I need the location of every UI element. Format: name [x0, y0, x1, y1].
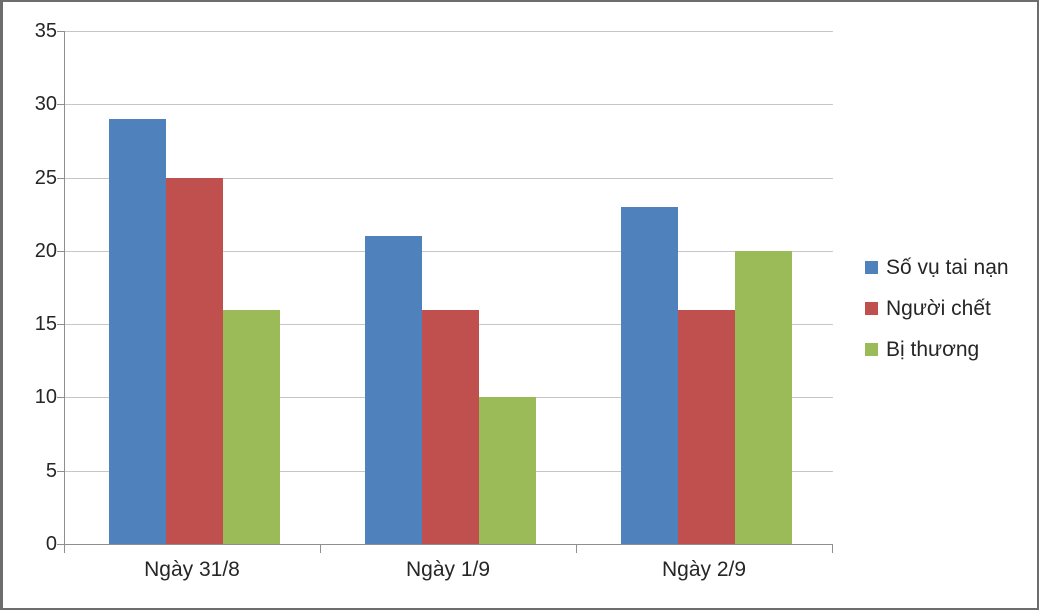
x-tick-mark: [832, 545, 833, 553]
y-tick-mark: [57, 544, 64, 545]
y-tick-label: 35: [34, 20, 57, 42]
bar: [735, 250, 792, 544]
bar: [223, 309, 280, 544]
gridline: [65, 31, 833, 32]
bar: [621, 206, 678, 544]
bar: [422, 309, 479, 544]
x-axis-label: Ngày 31/8: [144, 558, 240, 581]
legend-swatch-icon: [865, 261, 878, 274]
x-tick-mark: [64, 545, 65, 553]
legend-swatch-icon: [865, 302, 878, 315]
y-tick-mark: [57, 397, 64, 399]
gridline: [65, 104, 833, 106]
legend-label: Bị thương: [886, 337, 980, 361]
bar: [109, 118, 166, 544]
y-tick-label: 20: [34, 239, 57, 262]
bar: [678, 309, 735, 544]
x-axis-label: Ngày 1/9: [405, 558, 491, 581]
legend-label: Người chết: [886, 296, 991, 320]
plot-area: [64, 31, 833, 545]
x-tick-mark: [320, 545, 321, 553]
legend: Số vụ tai nạn Người chết Bị thương: [865, 247, 1009, 370]
x-axis-label: Ngày 2/9: [661, 558, 747, 581]
y-tick-label: 15: [34, 313, 57, 336]
legend-label: Số vụ tai nạn: [886, 255, 1009, 279]
legend-item: Bị thương: [865, 329, 1009, 370]
bar: [166, 177, 223, 544]
y-tick-label: 10: [34, 386, 57, 409]
y-tick-label: 5: [45, 459, 57, 482]
y-tick-mark: [57, 31, 64, 32]
y-tick-label: 0: [45, 533, 57, 555]
legend-item: Người chết: [865, 288, 1009, 329]
legend-swatch-icon: [865, 343, 878, 356]
x-tick-mark: [576, 545, 577, 553]
gridline: [65, 177, 833, 179]
gridline: [65, 250, 833, 252]
bar: [479, 397, 536, 544]
y-tick-label: 25: [34, 166, 57, 189]
y-tick-mark: [57, 104, 64, 106]
y-tick-label: 30: [34, 93, 57, 116]
y-tick-mark: [57, 470, 64, 472]
y-tick-mark: [57, 177, 64, 179]
y-tick-mark: [57, 324, 64, 326]
legend-item: Số vụ tai nạn: [865, 247, 1009, 288]
y-tick-mark: [57, 250, 64, 252]
bar: [365, 236, 422, 544]
